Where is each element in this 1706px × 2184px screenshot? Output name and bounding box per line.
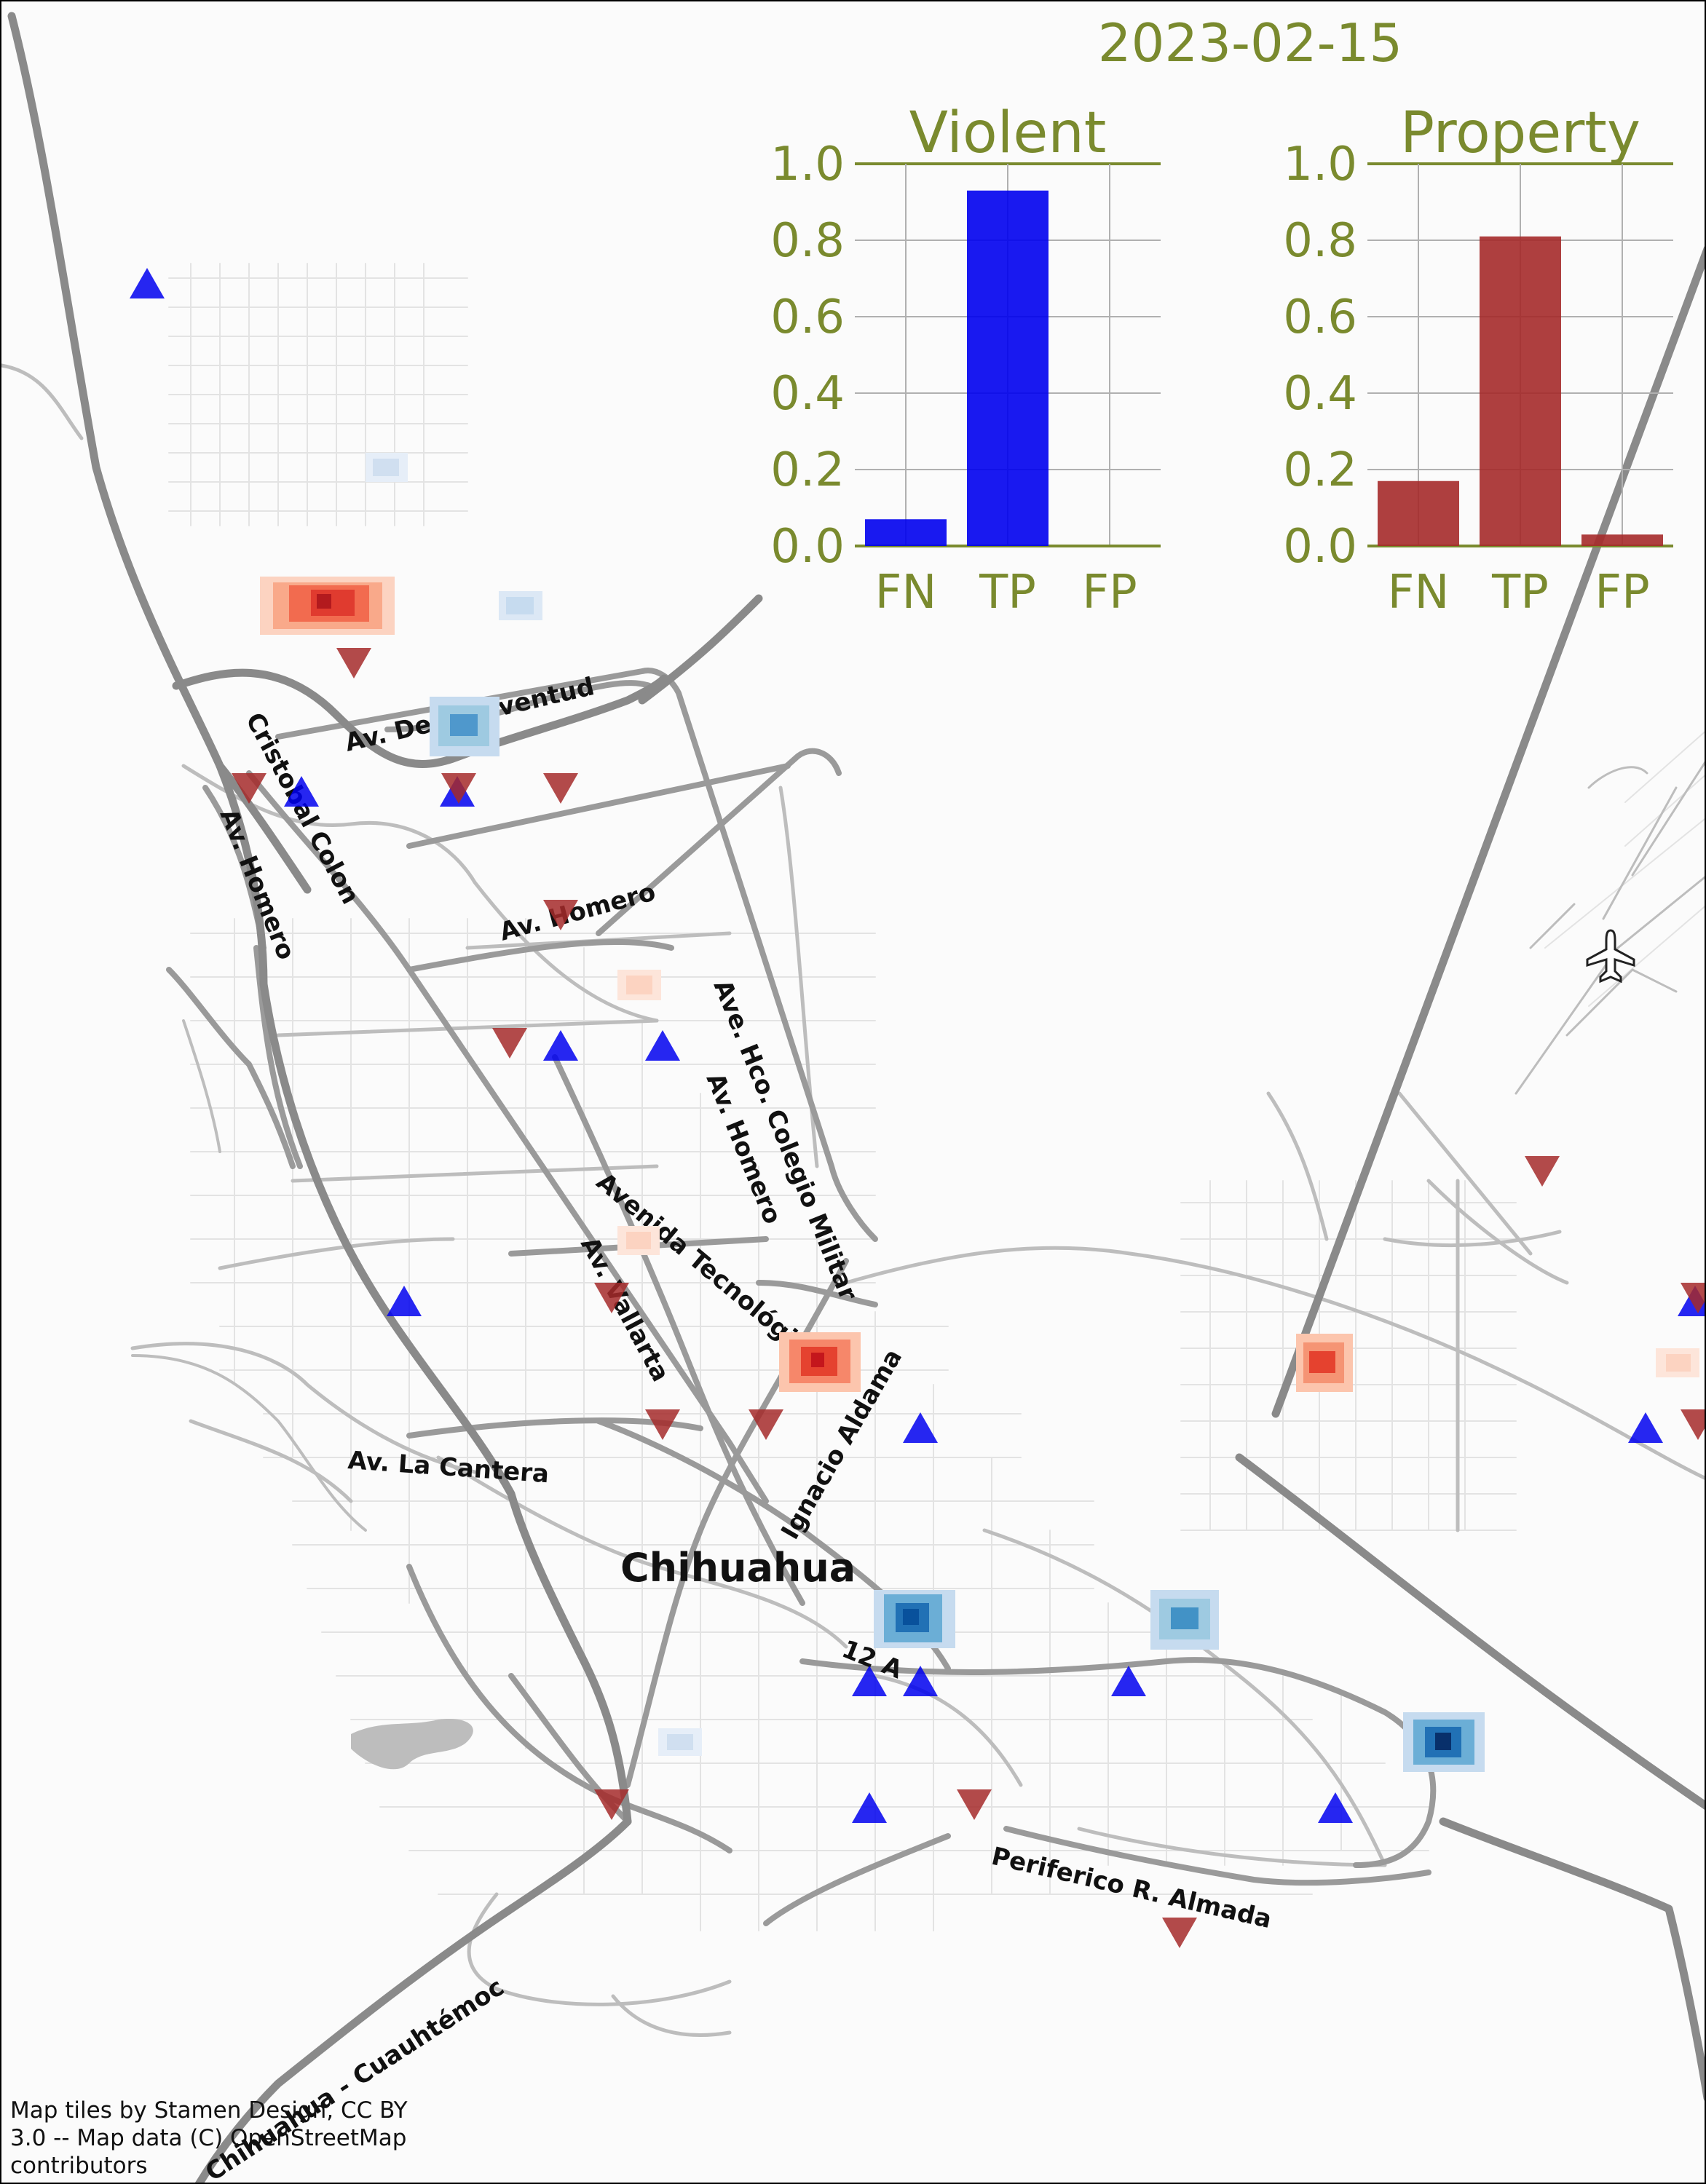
triangle-up-marker[interactable] — [543, 1030, 578, 1061]
property-chart-title: Property — [1400, 100, 1640, 166]
violent-hotspot — [1403, 1712, 1485, 1772]
violent-chart: Violent 0.0 0.2 0.4 0.6 0.8 1.0 FN TP FP — [770, 100, 1161, 620]
violent-ytick-label: 1.0 — [770, 138, 845, 191]
triangle-down-marker[interactable] — [543, 773, 578, 804]
property-ytick-label: 0.6 — [1283, 290, 1357, 344]
triangle-up-marker[interactable] — [903, 1412, 938, 1443]
violent-markers — [130, 268, 1705, 1823]
date-label: 2023-02-15 — [1098, 12, 1402, 74]
violent-ytick-label: 0.0 — [770, 520, 845, 574]
property-ytick-label: 0.8 — [1283, 214, 1357, 268]
violent-xtick-label: TP — [979, 566, 1036, 620]
triangle-down-marker[interactable] — [543, 900, 578, 930]
property-ytick-label: 0.4 — [1283, 367, 1357, 421]
road-label-la-cantera: Av. La Cantera — [347, 1446, 550, 1489]
property-chart-bars — [1378, 236, 1663, 546]
airport-icon — [1586, 929, 1635, 984]
road-labels: Av. De la Juventud Cristobal Colon Av. H… — [200, 672, 1274, 2183]
property-chart-xticks: FN TP FP — [1388, 566, 1650, 620]
triangle-down-marker[interactable] — [1162, 1918, 1197, 1948]
attribution-line: 3.0 -- Map data (C) OpenStreetMap — [10, 2125, 407, 2151]
property-bar-tp — [1480, 236, 1561, 546]
triangle-up-marker[interactable] — [284, 776, 319, 807]
triangle-down-marker[interactable] — [336, 648, 371, 678]
road-label-vallarta: Av. Vallarta — [574, 1232, 675, 1386]
triangle-up-marker[interactable] — [645, 1030, 680, 1061]
triangle-down-marker[interactable] — [594, 1283, 629, 1313]
property-markers — [232, 648, 1706, 1948]
triangle-up-marker[interactable] — [852, 1666, 887, 1696]
property-chart-yticks: 0.0 0.2 0.4 0.6 0.8 1.0 — [1283, 138, 1357, 574]
triangle-down-marker[interactable] — [1681, 1409, 1706, 1440]
property-ytick-label: 1.0 — [1283, 138, 1357, 191]
road-label-homero-west: Av. Homero — [214, 804, 301, 964]
triangle-up-marker[interactable] — [1318, 1792, 1353, 1823]
violent-chart-yticks: 0.0 0.2 0.4 0.6 0.8 1.0 — [770, 138, 845, 574]
property-hotspot — [617, 1226, 660, 1255]
violent-hotspot — [1150, 1590, 1219, 1650]
attribution-line: contributors — [10, 2153, 148, 2179]
violent-hotspot — [430, 697, 499, 756]
violent-hotspot — [874, 1590, 955, 1648]
triangle-down-marker[interactable] — [594, 1789, 629, 1820]
violent-hotspot — [658, 1728, 702, 1756]
city-label: Chihuahua — [620, 1545, 856, 1591]
property-hotspots — [260, 577, 1699, 1392]
triangle-up-marker[interactable] — [387, 1286, 422, 1316]
property-hotspot — [779, 1332, 861, 1392]
violent-bar-fn — [865, 519, 947, 546]
property-ytick-label: 0.2 — [1283, 443, 1357, 497]
violent-xtick-label: FN — [875, 566, 937, 620]
triangle-up-marker[interactable] — [1111, 1666, 1146, 1696]
triangle-down-marker[interactable] — [441, 773, 476, 804]
violent-hotspot — [499, 591, 542, 620]
violent-chart-bars — [865, 190, 1049, 546]
triangle-down-marker[interactable] — [1525, 1156, 1560, 1187]
property-hotspot — [1296, 1334, 1353, 1392]
property-xtick-label: FP — [1595, 566, 1649, 620]
triangle-up-marker[interactable] — [130, 268, 165, 298]
triangle-up-marker[interactable] — [1628, 1412, 1663, 1443]
violent-ytick-label: 0.2 — [770, 443, 845, 497]
property-xtick-label: TP — [1491, 566, 1549, 620]
triangle-down-marker[interactable] — [492, 1028, 527, 1059]
violent-chart-title: Violent — [909, 100, 1107, 166]
triangle-down-marker[interactable] — [749, 1409, 783, 1440]
property-hotspot — [1656, 1348, 1699, 1377]
map-attribution: Map tiles by Stamen Design, CC BY 3.0 --… — [10, 2097, 476, 2180]
triangle-down-marker[interactable] — [645, 1409, 680, 1440]
triangle-down-marker[interactable] — [232, 773, 266, 804]
violent-chart-xticks: FN TP FP — [875, 566, 1137, 620]
attribution-line: Map tiles by Stamen Design, CC BY — [10, 2097, 408, 2124]
violent-ytick-label: 0.8 — [770, 214, 845, 268]
property-hotspot — [260, 577, 395, 635]
property-chart: Property 0.0 0.2 0.4 0.6 0.8 1.0 FN TP FP — [1283, 100, 1673, 620]
violent-hotspot — [366, 453, 408, 482]
triangle-up-marker[interactable] — [903, 1666, 938, 1696]
triangle-down-marker[interactable] — [957, 1789, 992, 1820]
road-label-homero-mid: Av. Homero — [497, 877, 659, 946]
property-ytick-label: 0.0 — [1283, 520, 1357, 574]
triangle-down-marker[interactable] — [1681, 1283, 1706, 1313]
violent-ytick-label: 0.4 — [770, 367, 845, 421]
property-bar-fp — [1581, 534, 1663, 546]
violent-bar-tp — [967, 190, 1049, 546]
violent-ytick-label: 0.6 — [770, 290, 845, 344]
violent-xtick-label: FP — [1082, 566, 1137, 620]
violent-hotspots — [366, 453, 1485, 1772]
property-bar-fn — [1378, 480, 1459, 546]
triangle-up-marker[interactable] — [852, 1792, 887, 1823]
property-xtick-label: FN — [1388, 566, 1450, 620]
road-network — [1, 12, 1705, 2183]
property-hotspot — [617, 970, 661, 1000]
